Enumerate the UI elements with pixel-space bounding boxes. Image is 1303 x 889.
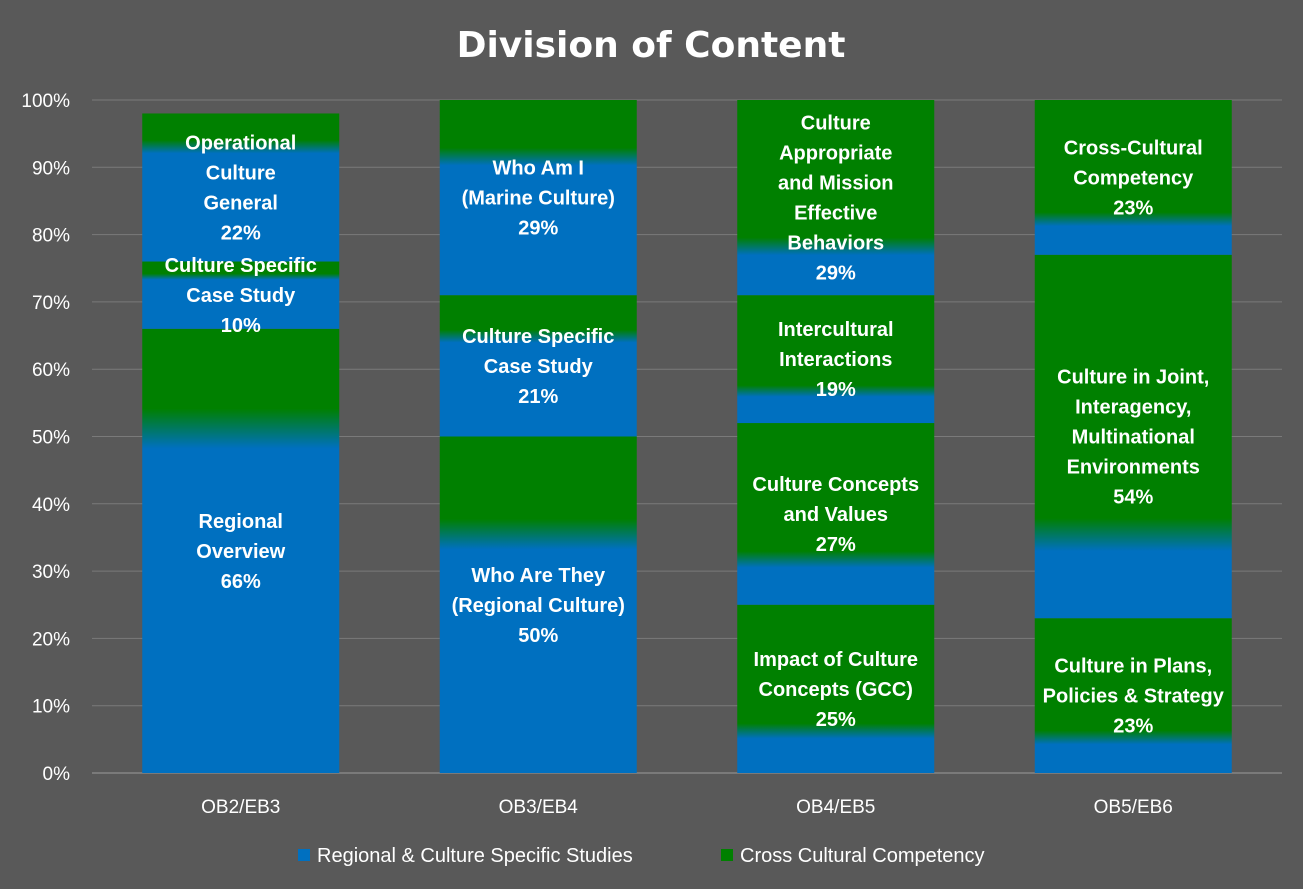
data-label-value: 19% <box>816 379 856 401</box>
data-label-value: 29% <box>816 263 856 285</box>
data-label-text: Case Study <box>484 356 594 378</box>
legend[interactable]: Regional & Culture Specific Studies Cross… <box>298 845 985 867</box>
data-label-text: Culture <box>801 113 871 135</box>
data-label-text: Competency <box>1073 167 1194 189</box>
bars <box>142 100 1232 773</box>
data-label-value: 23% <box>1113 716 1153 738</box>
data-label-text: Effective <box>794 203 877 225</box>
data-label-text: Interactions <box>779 349 892 371</box>
chart-title: Division of Content <box>457 25 846 66</box>
data-label-text: Behaviors <box>787 233 884 255</box>
data-label-text: Policies & Strategy <box>1043 686 1225 708</box>
data-label-value: 10% <box>221 315 261 337</box>
data-label-text: and Values <box>784 504 889 526</box>
x-tick-label: OB5/EB6 <box>1094 797 1173 818</box>
x-tick-label: OB2/EB3 <box>201 797 280 818</box>
data-label-text: Concepts (GCC) <box>759 679 913 701</box>
legend-entry[interactable]: Regional & Culture Specific Studies <box>317 845 633 867</box>
data-label-value: 23% <box>1113 197 1153 219</box>
y-tick-label: 80% <box>32 226 70 247</box>
data-label-text: Culture Specific <box>165 255 317 277</box>
y-tick-label: 40% <box>32 495 70 516</box>
legend-entry[interactable]: Cross Cultural Competency <box>740 845 985 867</box>
bar-segment <box>439 295 637 437</box>
bar-segment <box>1034 618 1232 773</box>
segment-labels: Regional Overview 66% Culture Specific Case … <box>165 113 1225 738</box>
data-label-value: 54% <box>1113 487 1153 509</box>
data-label-text: Who Am I <box>493 158 584 180</box>
x-tick-label: OB4/EB5 <box>796 797 875 818</box>
y-tick-label: 10% <box>32 697 70 718</box>
y-tick-label: 50% <box>32 428 70 449</box>
data-label-value: 22% <box>221 222 261 244</box>
data-label-text: Operational <box>185 132 296 154</box>
data-label-text: Interagency, <box>1075 397 1191 419</box>
data-label-text: Multinational <box>1072 427 1195 449</box>
data-label-text: Culture in Plans, <box>1054 656 1212 678</box>
bar-segment <box>737 295 935 424</box>
data-label-value: 21% <box>518 386 558 408</box>
data-label-value: 50% <box>518 625 558 647</box>
data-label-text: Culture Specific <box>462 326 614 348</box>
data-label-text: Regional <box>199 511 283 533</box>
data-label-text: and Mission <box>778 173 894 195</box>
y-tick-label: 70% <box>32 293 70 314</box>
data-label-text: Culture Concepts <box>752 474 919 496</box>
data-label-text: Impact of Culture <box>754 649 918 671</box>
bar-segment <box>439 100 637 296</box>
x-axis-ticks: OB2/EB3 OB3/EB4 OB4/EB5 OB5/EB6 <box>201 797 1173 818</box>
x-tick-label: OB3/EB4 <box>499 797 579 818</box>
legend-swatch <box>298 849 310 861</box>
y-tick-label: 100% <box>21 91 70 112</box>
data-label-value: 27% <box>816 534 856 556</box>
y-tick-label: 20% <box>32 629 70 650</box>
data-label-text: Appropriate <box>779 143 892 165</box>
data-label-text: General <box>204 192 278 214</box>
bar-segment <box>439 436 637 773</box>
data-label-text: Environments <box>1067 457 1200 479</box>
bar-segment <box>142 113 340 262</box>
data-label-text: Culture <box>206 162 276 184</box>
data-label-text: (Marine Culture) <box>462 188 615 210</box>
data-label-text: (Regional Culture) <box>452 595 625 617</box>
bar-segment <box>1034 100 1232 255</box>
bar-segment <box>142 328 340 773</box>
bar-segment <box>737 100 935 296</box>
y-axis-ticks: 0% 10% 20% 30% 40% 50% 60% 70% 80% 90% 100% <box>21 91 70 785</box>
bar-segment <box>737 604 935 773</box>
data-label-text: Who Are They <box>471 565 606 587</box>
y-tick-label: 0% <box>43 764 71 785</box>
data-label-text: Culture in Joint, <box>1057 367 1209 389</box>
legend-swatch <box>721 849 733 861</box>
data-label-text: Intercultural <box>778 319 894 341</box>
y-tick-label: 60% <box>32 360 70 381</box>
bar-segment <box>142 261 340 329</box>
data-label-text: Overview <box>196 541 285 563</box>
data-label-text: Case Study <box>186 285 296 307</box>
data-label-value: 66% <box>221 571 261 593</box>
data-label-value: 29% <box>518 218 558 240</box>
data-label-value: 25% <box>816 709 856 731</box>
bar-segment <box>1034 254 1232 619</box>
data-label-text: Cross-Cultural <box>1064 137 1203 159</box>
y-tick-label: 90% <box>32 158 70 179</box>
y-tick-label: 30% <box>32 562 70 583</box>
bar-segment <box>737 423 935 605</box>
